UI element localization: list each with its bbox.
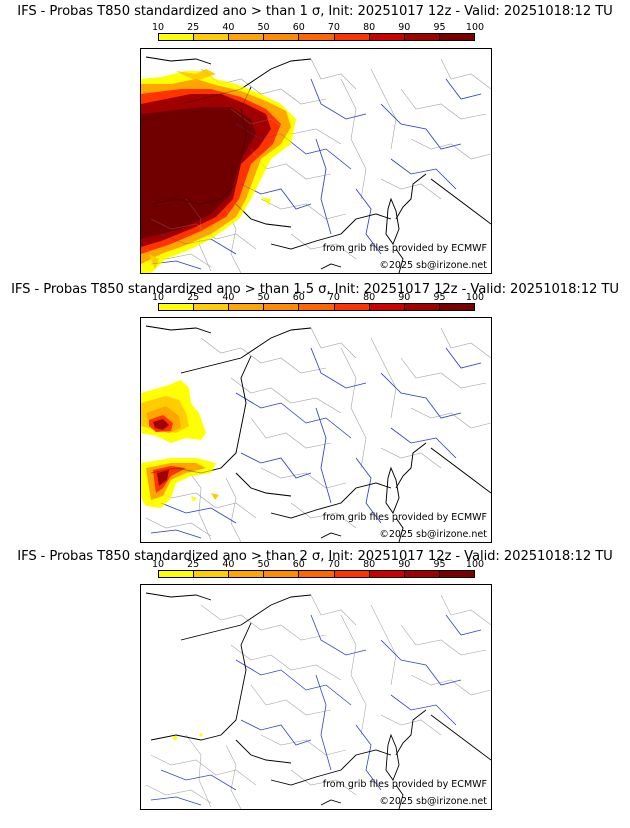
tick-label: 50 <box>257 22 270 33</box>
swatch <box>194 304 230 310</box>
tick-label: 25 <box>187 559 200 570</box>
tick-label: 95 <box>433 292 446 303</box>
colorbar-labels: 10 25 40 50 60 70 80 90 95 100 <box>152 292 484 303</box>
swatch <box>369 304 405 310</box>
colorbar-2: 10 25 40 50 60 70 80 90 95 100 <box>152 292 484 311</box>
swatch <box>439 571 474 577</box>
tick-label: 70 <box>327 292 340 303</box>
copyright-credit: ©2025 sb@irizone.net <box>379 260 487 271</box>
swatch <box>299 34 335 40</box>
swatch <box>264 304 300 310</box>
swatch <box>334 571 370 577</box>
tick-label: 25 <box>187 22 200 33</box>
colorbar-labels: 10 25 40 50 60 70 80 90 95 100 <box>152 22 484 33</box>
swatch <box>299 304 335 310</box>
panel-2-title: IFS - Probas T850 standardized ano > tha… <box>11 282 619 297</box>
tick-label: 10 <box>151 559 165 570</box>
colorbar-3: 10 25 40 50 60 70 80 90 95 100 <box>152 559 484 578</box>
swatch <box>264 571 300 577</box>
colorbar-swatches <box>158 570 475 578</box>
colorbar-swatches <box>158 303 475 311</box>
swatch <box>369 34 405 40</box>
map-panel-3: from grib files provided by ECMWF ©2025 … <box>140 584 492 810</box>
colorbar-1: 10 25 40 50 60 70 80 90 95 100 <box>152 22 484 41</box>
copyright-credit: ©2025 sb@irizone.net <box>379 796 487 807</box>
tick-label: 25 <box>187 292 200 303</box>
source-credit: from grib files provided by ECMWF <box>322 243 487 254</box>
swatch <box>404 34 440 40</box>
tick-label: 60 <box>292 559 305 570</box>
panel-1-title: IFS - Probas T850 standardized ano > tha… <box>17 4 613 19</box>
tick-label: 50 <box>257 292 270 303</box>
swatch <box>159 571 195 577</box>
tick-label: 80 <box>363 559 376 570</box>
panel-3-title: IFS - Probas T850 standardized ano > tha… <box>17 549 613 564</box>
swatch <box>334 34 370 40</box>
tick-label: 100 <box>465 22 485 33</box>
swatch <box>264 34 300 40</box>
tick-label: 70 <box>327 559 340 570</box>
tick-label: 80 <box>363 22 376 33</box>
swatch <box>194 34 230 40</box>
tick-label: 100 <box>465 292 485 303</box>
swatch <box>194 571 230 577</box>
swatch <box>404 571 440 577</box>
swatch <box>404 304 440 310</box>
swatch <box>229 34 265 40</box>
colorbar-labels: 10 25 40 50 60 70 80 90 95 100 <box>152 559 484 570</box>
tick-label: 95 <box>433 22 446 33</box>
map-panel-2: from grib files provided by ECMWF ©2025 … <box>140 317 492 543</box>
tick-label: 60 <box>292 292 305 303</box>
tick-label: 50 <box>257 559 270 570</box>
swatch <box>229 571 265 577</box>
tick-label: 90 <box>398 22 411 33</box>
swatch <box>439 34 474 40</box>
swatch <box>439 304 474 310</box>
map-panel-1: from grib files provided by ECMWF ©2025 … <box>140 48 492 274</box>
swatch <box>159 304 195 310</box>
swatch <box>369 571 405 577</box>
swatch <box>229 304 265 310</box>
tick-label: 70 <box>327 22 340 33</box>
tick-label: 100 <box>465 559 485 570</box>
tick-label: 90 <box>398 292 411 303</box>
tick-label: 10 <box>151 22 165 33</box>
swatch <box>159 34 195 40</box>
colorbar-swatches <box>158 33 475 41</box>
tick-label: 40 <box>222 559 235 570</box>
tick-label: 40 <box>222 292 235 303</box>
copyright-credit: ©2025 sb@irizone.net <box>379 529 487 540</box>
swatch <box>334 304 370 310</box>
tick-label: 10 <box>151 292 165 303</box>
tick-label: 95 <box>433 559 446 570</box>
tick-label: 80 <box>363 292 376 303</box>
tick-label: 90 <box>398 559 411 570</box>
tick-label: 60 <box>292 22 305 33</box>
swatch <box>299 571 335 577</box>
source-credit: from grib files provided by ECMWF <box>322 779 487 790</box>
tick-label: 40 <box>222 22 235 33</box>
source-credit: from grib files provided by ECMWF <box>322 512 487 523</box>
